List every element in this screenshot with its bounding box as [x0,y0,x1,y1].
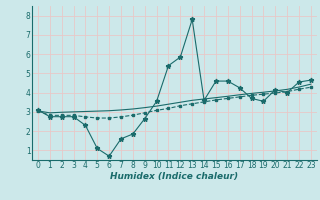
X-axis label: Humidex (Indice chaleur): Humidex (Indice chaleur) [110,172,238,181]
